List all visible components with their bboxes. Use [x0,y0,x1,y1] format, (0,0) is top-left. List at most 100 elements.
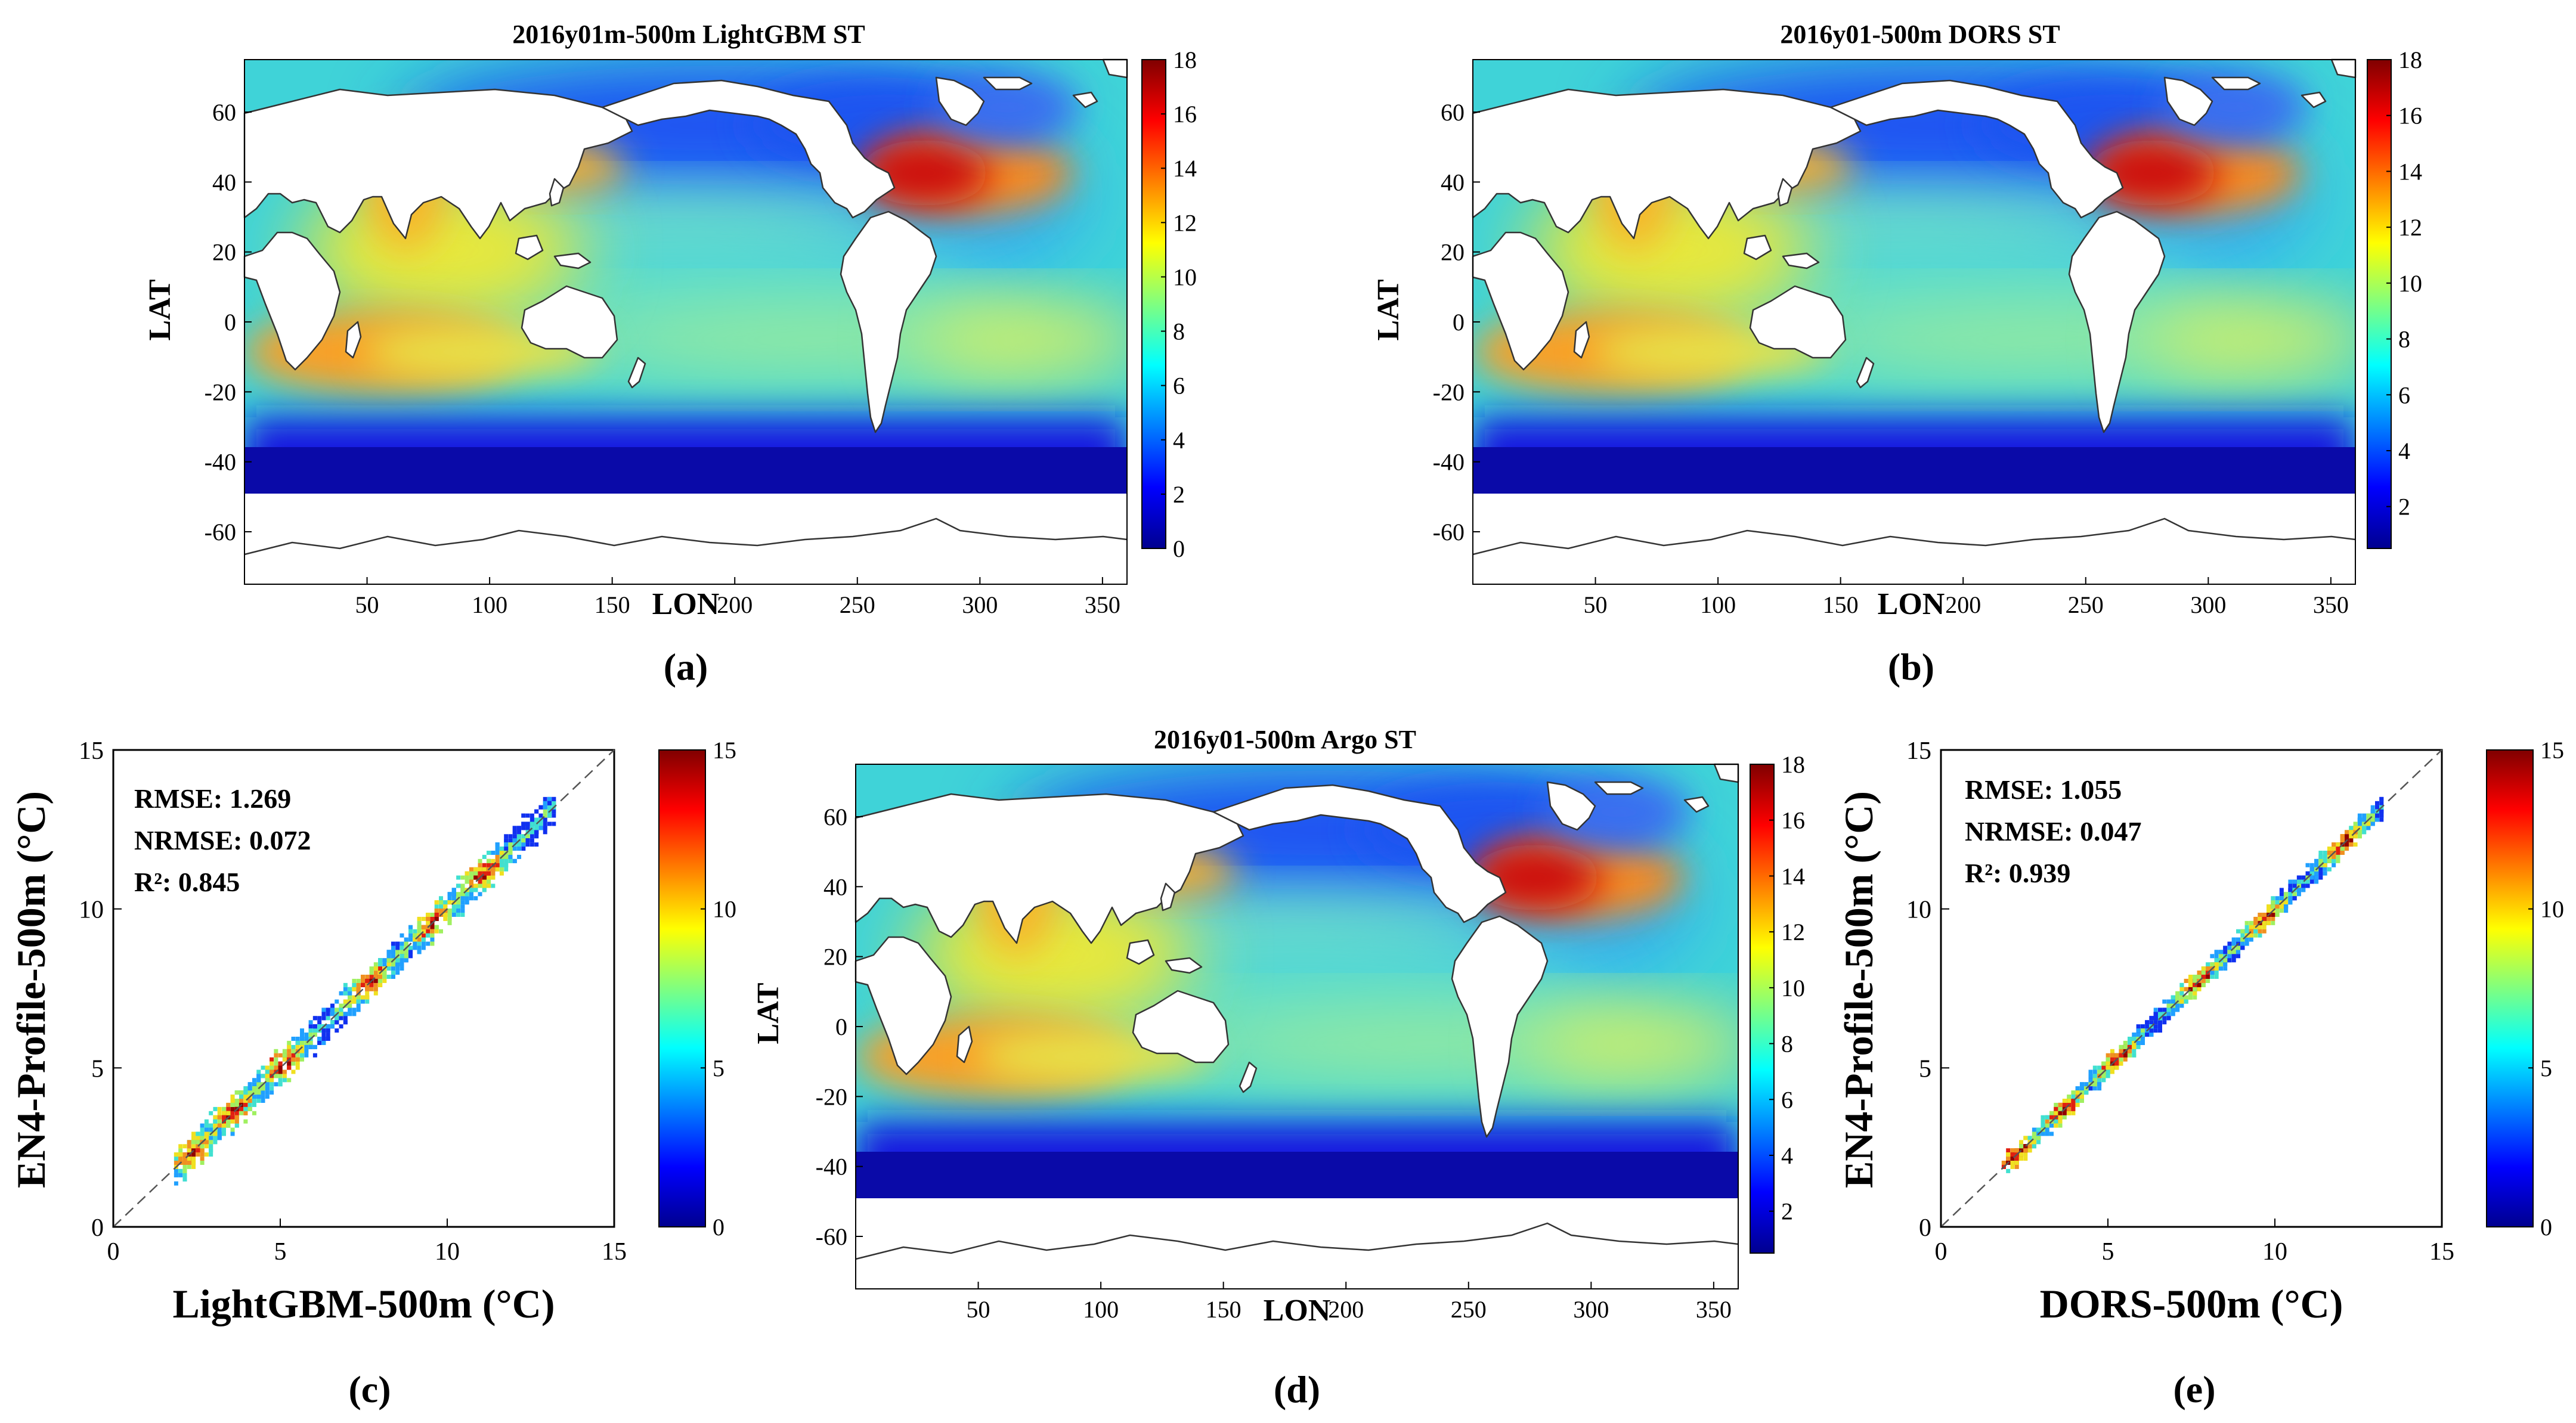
density-cell [270,1061,274,1066]
density-cell [443,900,448,905]
density-cell [2236,950,2241,954]
x-tick-label: 150 [595,591,630,618]
density-cell [2067,1111,2072,1115]
density-cell [391,954,395,959]
density-cell [426,933,431,938]
density-cell [469,888,473,892]
density-cell [2271,916,2275,921]
y-tick-label: 20 [212,239,236,266]
y-tick-label: 15 [79,737,104,765]
density-cell [460,896,465,901]
density-cell [256,1099,261,1103]
density-cell [291,1053,296,1058]
density-cell [517,830,522,835]
scatter-c-rmse: RMSE: 1.269 [134,783,291,814]
density-cell [308,1044,313,1049]
density-cell [543,805,547,810]
one-to-one-line [113,749,615,1227]
density-cell [430,916,435,921]
density-cell [265,1095,270,1099]
density-cell [543,801,547,805]
density-cell [2045,1127,2049,1132]
density-cell [2332,847,2336,851]
density-cell [2188,995,2193,1000]
density-cell [2379,817,2384,822]
density-cell [282,1049,287,1053]
colorbar-tick-label: 6 [2398,382,2410,408]
density-cell [460,913,465,917]
density-cell [439,904,443,909]
density-cell [270,1090,274,1095]
density-cell [2162,1007,2167,1012]
density-cell [525,813,530,818]
y-tick-label: -20 [205,379,236,405]
density-cell [2267,916,2271,921]
density-cell [473,875,478,880]
x-tick-label: 15 [2429,1238,2454,1266]
x-tick-label: 5 [2102,1238,2114,1266]
density-cell [182,1168,187,1173]
density-cell [465,879,469,884]
density-cell [2006,1168,2011,1173]
density-cell [499,867,504,872]
x-tick-label: 200 [1945,591,1981,618]
density-cell [2357,830,2362,835]
density-cell [2262,916,2267,921]
density-cell [204,1123,209,1128]
density-cell [2140,1028,2145,1033]
x-tick-label: 10 [2262,1238,2287,1266]
scatter-c-colorbar [658,749,706,1227]
density-cell [2240,929,2245,934]
map-b-heatmap [1473,60,2379,584]
density-cell [2309,871,2314,876]
density-cell [391,971,395,975]
density-cell [360,999,365,1004]
density-cell [2340,847,2345,851]
density-cell [2166,999,2171,1004]
density-cell [2267,909,2271,913]
density-cell [230,1102,235,1107]
density-cell [400,954,404,959]
density-cell [352,999,357,1004]
density-cell [538,821,543,826]
density-cell [2188,978,2193,983]
density-cell [2153,1028,2158,1033]
y-tick-label: 0 [1453,309,1465,336]
x-tick-label: 300 [1573,1296,1609,1323]
density-cell [295,1053,300,1058]
density-cell [469,875,473,880]
density-cell [2136,1044,2141,1049]
panel-label-d: (d) [1274,1368,1320,1410]
density-cell [2014,1157,2019,1161]
density-cell [456,883,461,888]
density-cell [421,929,426,934]
density-cell [552,821,556,826]
density-cell [499,863,504,867]
density-cell [222,1106,226,1111]
density-cell [274,1065,278,1070]
density-cell [182,1161,187,1165]
density-cell [2067,1095,2072,1099]
density-cell [356,1007,361,1012]
density-cell [2201,982,2206,987]
density-cell [2023,1136,2028,1140]
density-cell [2357,826,2362,830]
density-cell [2349,826,2354,830]
density-cell [204,1136,209,1140]
density-cell [482,883,487,888]
density-cell [2128,1040,2132,1045]
density-cell [2179,987,2184,991]
density-cell [352,982,357,987]
density-cell [2058,1111,2063,1115]
density-cell [2132,1049,2137,1053]
colorbar-tick-label: 16 [1781,807,1805,834]
density-cell [2349,838,2354,843]
density-cell [426,916,431,921]
density-cell [456,900,461,905]
density-cell [217,1127,222,1132]
density-cell [2184,995,2188,1000]
density-cell [204,1127,209,1132]
scatter-c-nrmse: NRMSE: 0.072 [134,825,311,855]
scatter-e-nrmse: NRMSE: 0.047 [1965,816,2141,847]
